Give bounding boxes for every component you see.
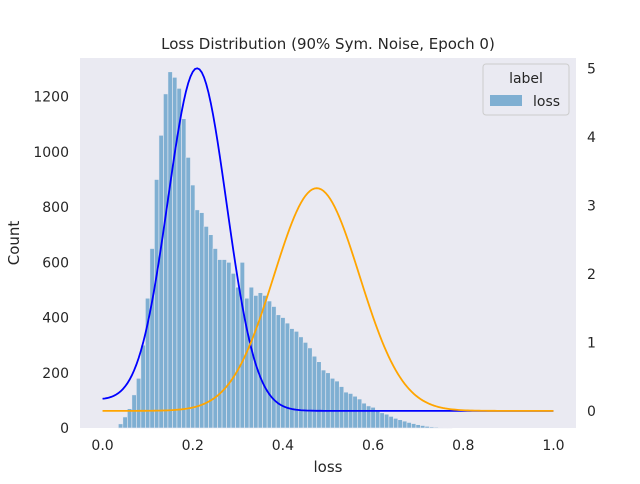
histogram-bar <box>366 406 371 428</box>
histogram-bar <box>150 249 155 428</box>
y-tick-label: 800 <box>42 200 69 216</box>
x-tick-label: 1.0 <box>542 438 564 454</box>
histogram-bar <box>204 226 209 428</box>
histogram-bar <box>425 426 430 428</box>
histogram-bar <box>236 287 241 428</box>
y-tick-label: 0 <box>60 421 69 437</box>
y-tick-label: 600 <box>42 255 69 271</box>
histogram-bar <box>375 410 380 428</box>
histogram-bar <box>420 426 425 428</box>
y-tick-label: 200 <box>42 366 69 382</box>
histogram-bar <box>218 260 223 428</box>
histogram-bar <box>181 119 186 428</box>
legend-swatch-loss <box>490 95 522 106</box>
y2-axis-ticks: 0 1 2 3 4 5 <box>587 61 596 420</box>
histogram-bar <box>190 185 195 428</box>
histogram-bar <box>434 427 439 428</box>
histogram-bar <box>353 396 358 428</box>
histogram-bar <box>281 318 286 428</box>
histogram-bar <box>285 323 290 428</box>
histogram-bar <box>222 260 227 428</box>
histogram-bar <box>384 414 389 428</box>
histogram-bar <box>276 315 281 428</box>
histogram-bar <box>335 381 340 428</box>
histogram-bar <box>227 262 232 428</box>
y2-tick-label: 3 <box>587 198 596 214</box>
histogram-bar <box>141 345 146 428</box>
chart-title: Loss Distribution (90% Sym. Noise, Epoch… <box>161 35 495 53</box>
histogram-bar <box>339 387 344 428</box>
y2-tick-label: 5 <box>587 61 596 77</box>
x-axis-ticks: 0.0 0.2 0.4 0.6 0.8 1.0 <box>91 438 564 454</box>
histogram-bar <box>240 262 245 428</box>
y2-tick-label: 4 <box>587 130 596 146</box>
histogram-bar <box>330 378 335 428</box>
histogram-bar <box>321 370 326 428</box>
histogram-bar <box>411 424 416 428</box>
x-tick-label: 0.6 <box>362 438 384 454</box>
legend-entry-loss: loss <box>533 94 560 110</box>
histogram-bar <box>393 418 398 428</box>
histogram-bar <box>168 72 173 428</box>
histogram-bar <box>294 331 299 428</box>
histogram-bar <box>213 249 218 428</box>
histogram-bar <box>123 417 128 428</box>
histogram-bar <box>416 425 421 428</box>
y-tick-label: 400 <box>42 311 69 327</box>
histogram-bar <box>362 403 367 428</box>
histogram-bar <box>272 307 277 428</box>
histogram-bar <box>159 135 164 428</box>
histogram-bar <box>267 301 272 428</box>
legend: label loss <box>483 64 569 115</box>
histogram-bar <box>154 179 159 428</box>
histogram-bar <box>118 424 123 428</box>
histogram-bar <box>389 416 394 428</box>
histogram-bar <box>199 213 204 428</box>
y-axis-ticks: 0 200 400 600 800 1000 1200 <box>33 90 69 437</box>
histogram-bar <box>398 420 403 428</box>
histogram-bar <box>186 157 191 428</box>
y-tick-label: 1200 <box>33 90 69 106</box>
x-tick-label: 0.8 <box>452 438 474 454</box>
histogram-bar <box>380 413 385 428</box>
x-tick-label: 0.4 <box>272 438 294 454</box>
histogram-bar <box>163 94 168 428</box>
y2-tick-label: 0 <box>587 404 596 420</box>
x-tick-label: 0.0 <box>91 438 113 454</box>
histogram-bar <box>172 77 177 428</box>
y2-tick-label: 2 <box>587 267 596 283</box>
histogram-bar <box>195 210 200 428</box>
y2-tick-label: 1 <box>587 335 596 351</box>
y-axis-label: Count <box>5 221 23 266</box>
histogram-bar <box>263 295 268 428</box>
y-tick-label: 1000 <box>33 145 69 161</box>
histogram-bar <box>438 427 443 428</box>
histogram-bar <box>402 421 407 428</box>
histogram-bar <box>308 348 313 428</box>
histogram-bar <box>317 362 322 428</box>
histogram-bar <box>290 329 295 428</box>
x-axis-label: loss <box>314 458 343 476</box>
histogram-bar <box>312 356 317 428</box>
histogram-bar <box>136 378 141 428</box>
histogram-bar <box>407 422 412 428</box>
histogram-bar <box>357 399 362 428</box>
histogram-bar <box>326 373 331 428</box>
histogram-bar <box>303 342 308 428</box>
histogram-bar <box>231 273 236 428</box>
x-tick-label: 0.2 <box>182 438 204 454</box>
histogram-bar <box>299 337 304 428</box>
legend-title: label <box>509 71 543 87</box>
histogram-bar <box>429 427 434 428</box>
